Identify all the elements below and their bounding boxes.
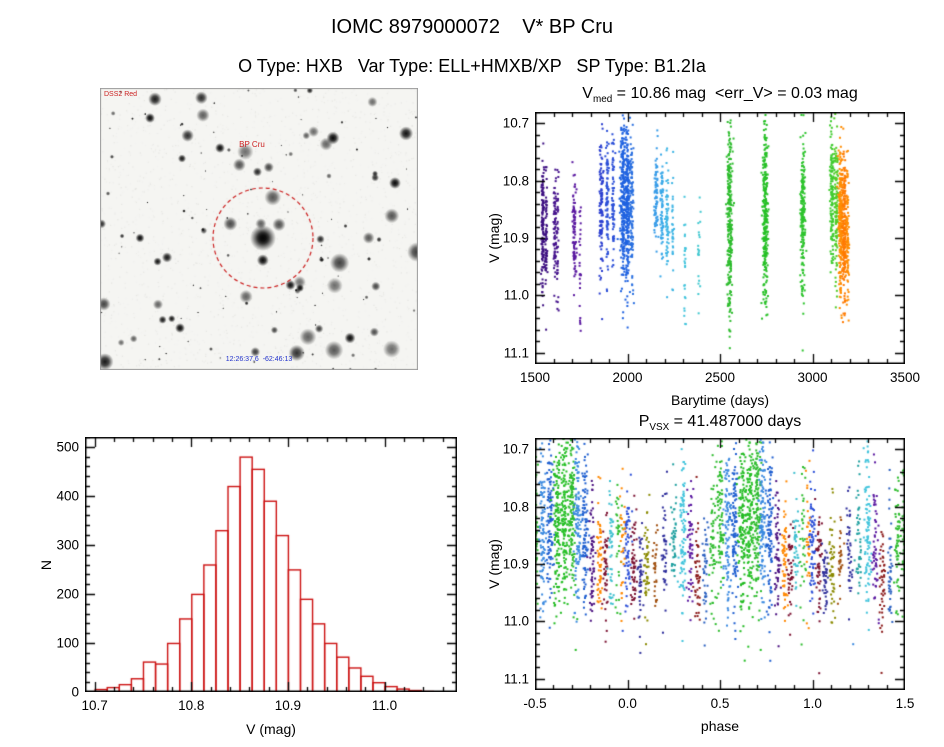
axis-tick-label: 10.7 (502, 441, 529, 457)
axis-tick-label: 11.0 (371, 698, 398, 713)
finding-chart-survey-label: DSS2 Red (104, 91, 138, 98)
histogram-panel: V (mag) N 10.7 10.8 10.9 11.0 0 100 200 300 400 5… (30, 415, 474, 747)
axis-tick-label: 200 (56, 586, 79, 602)
histogram-plot-canvas (85, 437, 457, 692)
axis-tick-label: 2500 (704, 370, 736, 385)
finding-chart-coords-label: 12:26:37.6 -62:46:13 (225, 356, 293, 363)
axis-tick-label: 100 (56, 635, 79, 651)
axis-tick-label: 10.7 (81, 698, 108, 713)
axis-tick-label: 1.5 (895, 696, 915, 711)
axis-tick-label: -0.5 (523, 696, 547, 711)
lightcurve-xaxis-label: Barytime (days) (670, 392, 770, 408)
histogram-yaxis-label: N (38, 559, 54, 571)
axis-tick-label: 11.1 (503, 345, 529, 361)
axis-tick-label: 0.0 (618, 696, 637, 711)
axis-tick-label: 10.9 (502, 230, 529, 246)
histogram-xaxis-label: V (mag) (246, 721, 296, 737)
phase-title: PVSX = 41.487000 days (638, 413, 802, 434)
phase-xaxis-label: phase (700, 718, 740, 734)
axis-tick-label: 2000 (612, 370, 643, 385)
axis-tick-label: 3000 (797, 370, 828, 385)
axis-tick-label: 11.0 (503, 613, 529, 629)
lightcurve-panel: Vmed = 10.86 mag <err_V> = 0.03 mag Bary… (460, 80, 944, 410)
finding-chart-image (100, 88, 418, 370)
axis-tick-label: 10.8 (502, 173, 529, 189)
axis-tick-label: 11.1 (503, 671, 529, 687)
axis-tick-label: 300 (56, 537, 79, 553)
finding-chart-star-label: BP Cru (239, 140, 265, 149)
lightcurve-plot-canvas (535, 112, 905, 364)
page-title: IOMC 8979000072 V* BP Cru (330, 16, 613, 38)
axis-tick-label: 10.9 (502, 556, 529, 572)
phase-plot-canvas (535, 438, 905, 690)
axis-tick-label: 400 (56, 488, 79, 504)
lightcurve-title: Vmed = 10.86 mag <err_V> = 0.03 mag (582, 85, 858, 106)
axis-tick-label: 1500 (519, 370, 551, 385)
phase-panel: PVSX = 41.487000 days phase V (mag) -0.5… (460, 408, 944, 747)
axis-tick-label: 1.0 (803, 696, 822, 711)
axis-tick-label: 3500 (889, 370, 921, 385)
axis-tick-label: 10.8 (178, 698, 205, 713)
axis-tick-label: 0.5 (710, 696, 730, 711)
axis-tick-label: 10.7 (502, 115, 529, 131)
axis-tick-label: 0 (71, 684, 79, 700)
axis-tick-label: 10.8 (502, 499, 529, 515)
axis-tick-label: 500 (56, 439, 79, 455)
axis-tick-label: 11.0 (503, 287, 529, 303)
page-subtitle: O Type: HXB Var Type: ELL+HMXB/XP SP Typ… (238, 56, 706, 76)
finding-chart: DSS2 Red BP Cru 12:26:37.6 -62:46:13 (100, 88, 418, 370)
axis-tick-label: 10.9 (274, 698, 302, 713)
